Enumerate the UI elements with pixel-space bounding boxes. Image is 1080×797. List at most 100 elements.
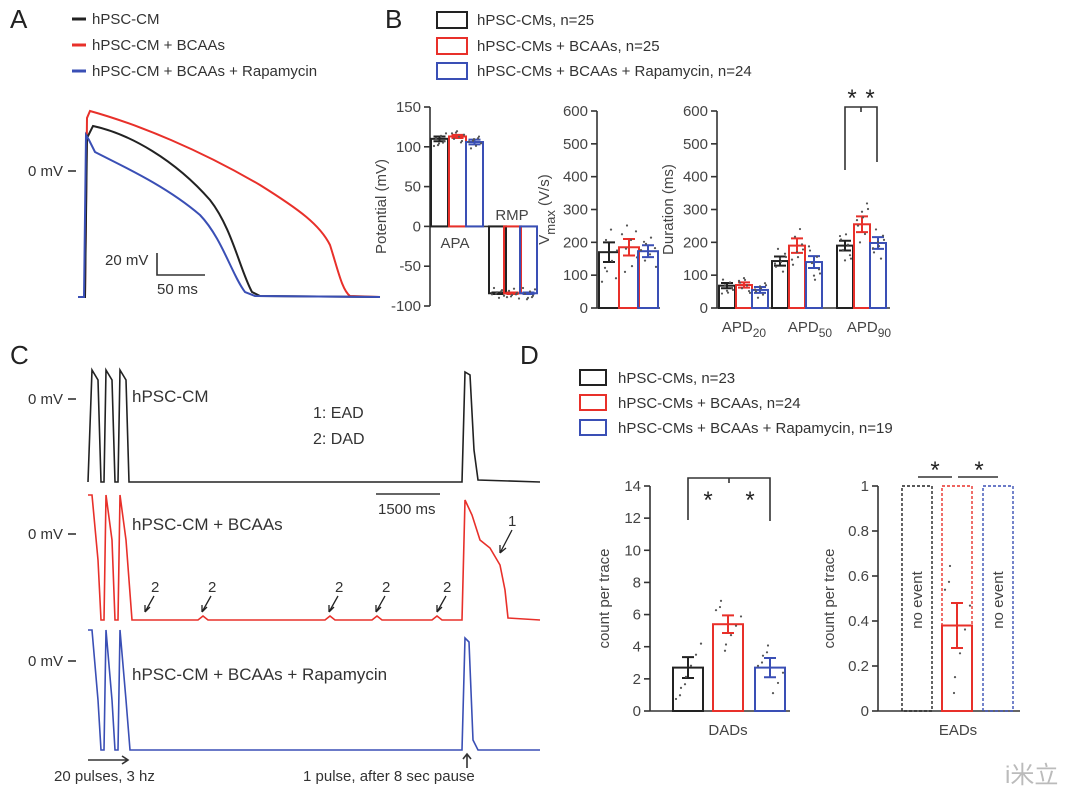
zero-mv-label: 0 mV [28, 526, 63, 543]
data-point [605, 270, 609, 273]
data-point [452, 137, 456, 141]
data-point [849, 257, 853, 260]
data-point [808, 249, 812, 252]
data-point [734, 624, 738, 627]
bar [853, 223, 871, 309]
data-point [863, 232, 867, 236]
panel-b-legend: hPSC-CMs, n=25 hPSC-CMs + BCAAs, n=25 hP… [436, 11, 752, 80]
data-point [728, 281, 732, 284]
data-point [649, 236, 653, 239]
data-point [674, 697, 678, 701]
data-point [874, 228, 878, 231]
bar [869, 241, 887, 310]
y-tick-label: 0.6 [848, 568, 869, 585]
data-point [731, 288, 735, 291]
data-point [948, 564, 952, 568]
y-tick-label: 0.2 [848, 658, 869, 675]
data-point [521, 286, 525, 290]
data-point [683, 683, 687, 686]
scale-bar [156, 253, 205, 276]
category-label: APA [441, 235, 470, 252]
data-point [740, 287, 744, 290]
bar [465, 141, 484, 228]
data-point [817, 268, 821, 271]
data-point [514, 293, 518, 296]
y-tick-label: 600 [563, 103, 588, 120]
data-point [604, 238, 608, 242]
data-point [436, 144, 440, 147]
dad-label: 2 [208, 579, 216, 596]
data-point [815, 255, 819, 258]
significance-star: * [865, 85, 874, 112]
data-point [437, 142, 441, 145]
data-point [801, 248, 805, 251]
legend-label: hPSC-CMs + BCAAs, n=25 [477, 38, 660, 55]
y-tick-label: 0 [580, 300, 588, 317]
data-point [764, 284, 768, 287]
legend-label: hPSC-CM + BCAAs + Rapamycin [92, 63, 317, 80]
data-point [793, 235, 797, 238]
significance-bracket [687, 477, 771, 521]
data-point [866, 207, 870, 211]
data-point [642, 240, 646, 243]
legend-swatch-rapamycin [436, 62, 468, 80]
y-tick-label: -100 [391, 298, 421, 315]
data-point [855, 219, 859, 222]
data-point [798, 227, 802, 231]
y-tick-label: 8 [633, 574, 641, 591]
data-point [774, 265, 778, 268]
bar [430, 137, 449, 228]
data-point [476, 137, 480, 140]
data-point [796, 255, 800, 259]
data-point [760, 661, 764, 664]
data-point [499, 290, 503, 293]
error-bar [764, 656, 776, 679]
chart-4: 0 0.2 0.4 0.6 0.8 1 count per trace EADs no even… [821, 457, 1020, 739]
data-point [462, 133, 466, 136]
significance-star: * [974, 457, 983, 484]
pause-label: 1 pulse, after 8 sec pause [303, 768, 475, 785]
data-point [729, 634, 733, 637]
data-point [714, 609, 718, 612]
data-point [684, 675, 688, 678]
data-point [745, 284, 749, 287]
bar [771, 260, 789, 310]
data-point [790, 258, 794, 261]
data-point [459, 141, 463, 144]
y-tick-label: 0.4 [848, 613, 869, 630]
data-point [679, 686, 683, 689]
y-tick-label: 0 [861, 703, 869, 720]
data-point [882, 238, 886, 241]
dad-label: 2 [335, 579, 343, 596]
significance-star: * [703, 487, 712, 514]
data-point [738, 281, 742, 284]
data-point [754, 290, 758, 293]
data-point [953, 676, 957, 679]
panel-label-c: C [10, 340, 29, 370]
scale-time-label: 1500 ms [378, 501, 436, 518]
data-point [876, 240, 880, 244]
data-point [614, 277, 618, 280]
data-point [639, 249, 643, 252]
data-point [766, 644, 770, 647]
data-point [699, 642, 703, 645]
data-point [721, 278, 725, 281]
dad-label: 2 [382, 579, 390, 596]
y-tick-label: 200 [683, 234, 708, 251]
data-point [838, 234, 842, 238]
data-point [517, 297, 521, 300]
data-point [457, 135, 461, 138]
y-axis-label: count per trace [596, 548, 613, 648]
y-tick-label: 14 [624, 478, 641, 495]
data-point [818, 272, 822, 275]
category-label: RMP [495, 207, 528, 224]
y-tick-label: 0.8 [848, 523, 869, 540]
data-point [471, 139, 475, 142]
data-point [467, 140, 471, 143]
data-point [784, 255, 788, 259]
data-point [778, 257, 782, 260]
data-point [783, 252, 787, 255]
data-point [472, 137, 476, 141]
data-point [952, 691, 956, 695]
